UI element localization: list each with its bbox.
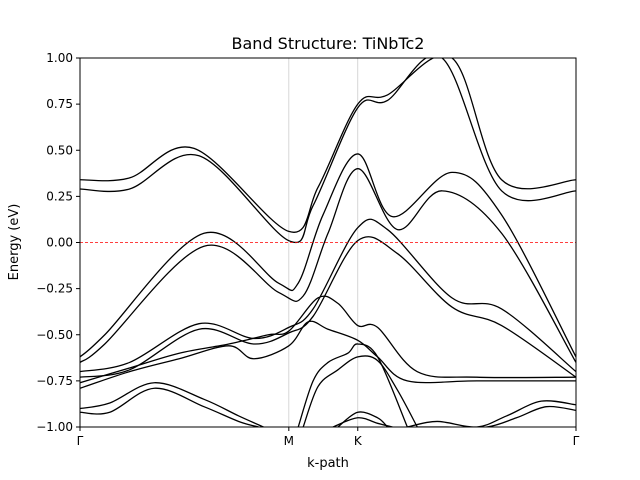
band-line-15 (407, 400, 576, 427)
y-tick-label-2: −0.50 (36, 328, 73, 342)
y-tick-label-7: 0.75 (46, 97, 73, 111)
x-tick-label-0: Γ (77, 434, 84, 448)
y-tick-label-6: 0.50 (46, 143, 73, 157)
band-line-8 (80, 320, 576, 389)
band-line-4 (80, 168, 576, 363)
chart-title: Band Structure: TiNbTc2 (232, 34, 425, 53)
band-line-10 (80, 387, 259, 427)
band-line-1 (80, 58, 576, 233)
band-lines (80, 58, 576, 427)
y-tick-label-0: −1.00 (36, 420, 73, 434)
x-axis-label: k-path (307, 456, 349, 471)
band-line-12 (302, 355, 418, 427)
y-tick-label-3: −0.25 (36, 282, 73, 296)
y-tick-label-8: 1.00 (46, 51, 73, 65)
x-tick-label-3: Γ (573, 434, 580, 448)
band-line-6 (80, 236, 576, 378)
band-line-5 (80, 218, 576, 373)
y-tick-label-4: 0.00 (46, 236, 73, 250)
band-line-3 (80, 153, 576, 358)
x-tick-label-2: K (354, 434, 363, 448)
y-axis-ticks: −1.00 −0.75 −0.50 −0.25 0.00 0.25 0.50 0.75 1.00 (36, 51, 80, 434)
band-line-14 (332, 417, 393, 427)
band-line-7 (80, 295, 576, 384)
x-tick-label-1: M (284, 434, 294, 448)
y-axis-label: Energy (eV) (7, 204, 22, 281)
band-line-2 (80, 58, 576, 244)
band-line-13 (337, 411, 388, 427)
band-line-16 (417, 405, 576, 427)
band-line-9 (80, 382, 264, 427)
band-line-11 (297, 343, 408, 427)
y-tick-label-1: −0.75 (36, 374, 73, 388)
y-tick-label-5: 0.25 (46, 189, 73, 203)
